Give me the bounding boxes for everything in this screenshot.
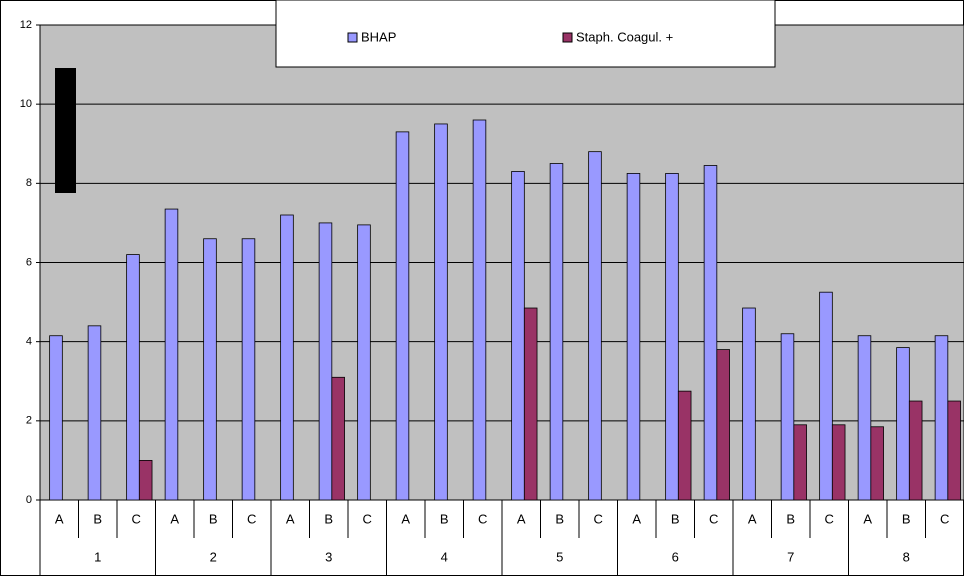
group-label: 5 <box>556 549 563 564</box>
x-tick-label: C <box>594 511 603 526</box>
bar <box>241 238 256 501</box>
legend-swatch <box>562 32 573 43</box>
bar <box>934 335 949 501</box>
bar <box>318 222 333 501</box>
bar <box>395 131 410 501</box>
x-tick-label: C <box>247 511 256 526</box>
y-tick-label: 6 <box>26 256 32 268</box>
group-label: 7 <box>787 549 794 564</box>
x-tick-label: A <box>632 511 641 526</box>
bar <box>665 173 679 501</box>
group-label: 2 <box>210 549 217 564</box>
x-tick-label: C <box>940 511 949 526</box>
y-tick-label: 8 <box>26 177 32 189</box>
bar <box>280 214 294 501</box>
bar <box>138 460 153 501</box>
x-tick-label: B <box>324 511 333 526</box>
group-label: 1 <box>94 549 101 564</box>
group-label: 4 <box>441 549 448 564</box>
bar <box>331 376 345 501</box>
x-tick-label: A <box>401 511 410 526</box>
bar <box>523 307 538 501</box>
bar <box>793 424 807 501</box>
group-label: 6 <box>672 549 679 564</box>
bar <box>549 163 564 501</box>
bar <box>947 400 961 501</box>
x-tick-label: C <box>132 511 141 526</box>
x-tick-label: B <box>93 511 102 526</box>
x-tick-label: A <box>170 511 179 526</box>
bar <box>87 325 102 501</box>
bar <box>780 333 795 501</box>
bar <box>626 173 641 501</box>
bar <box>742 307 756 501</box>
bar <box>908 400 923 501</box>
x-tick-label: B <box>671 511 680 526</box>
y-tick-label: 12 <box>20 19 32 31</box>
bar <box>434 123 448 501</box>
group-label: 3 <box>325 549 332 564</box>
x-tick-label: A <box>748 511 757 526</box>
legend-box <box>275 0 776 68</box>
bar <box>511 171 525 501</box>
y-tick-label: 0 <box>26 494 32 506</box>
bar <box>819 291 833 501</box>
y-tick-label: 4 <box>26 336 32 348</box>
bar <box>896 347 910 501</box>
x-tick-label: C <box>825 511 834 526</box>
x-tick-label: B <box>786 511 795 526</box>
x-tick-label: B <box>555 511 564 526</box>
bar <box>588 151 602 501</box>
block <box>55 68 76 193</box>
legend-label: BHAP <box>361 29 396 44</box>
bar <box>857 335 872 501</box>
y-tick-label: 10 <box>20 98 32 110</box>
bar <box>49 335 63 501</box>
bar <box>677 390 692 501</box>
x-tick-label: C <box>709 511 718 526</box>
x-tick-label: B <box>902 511 911 526</box>
bar <box>831 424 846 501</box>
bar <box>357 224 371 501</box>
bar <box>203 238 217 501</box>
group-label: 8 <box>903 549 910 564</box>
bar <box>164 208 179 501</box>
x-tick-label: A <box>286 511 295 526</box>
legend-label: Staph. Coagul. + <box>576 29 673 44</box>
bar <box>472 119 487 501</box>
x-tick-label: B <box>440 511 449 526</box>
x-tick-label: B <box>209 511 218 526</box>
y-tick-label: 2 <box>26 415 32 427</box>
x-tick-label: A <box>55 511 64 526</box>
bar <box>126 254 140 501</box>
x-tick-label: A <box>863 511 872 526</box>
x-tick-label: A <box>517 511 526 526</box>
bar <box>703 165 718 501</box>
x-tick-label: C <box>478 511 487 526</box>
legend-swatch <box>347 32 358 43</box>
bar <box>870 426 884 501</box>
x-tick-label: C <box>363 511 372 526</box>
bar <box>716 349 730 501</box>
